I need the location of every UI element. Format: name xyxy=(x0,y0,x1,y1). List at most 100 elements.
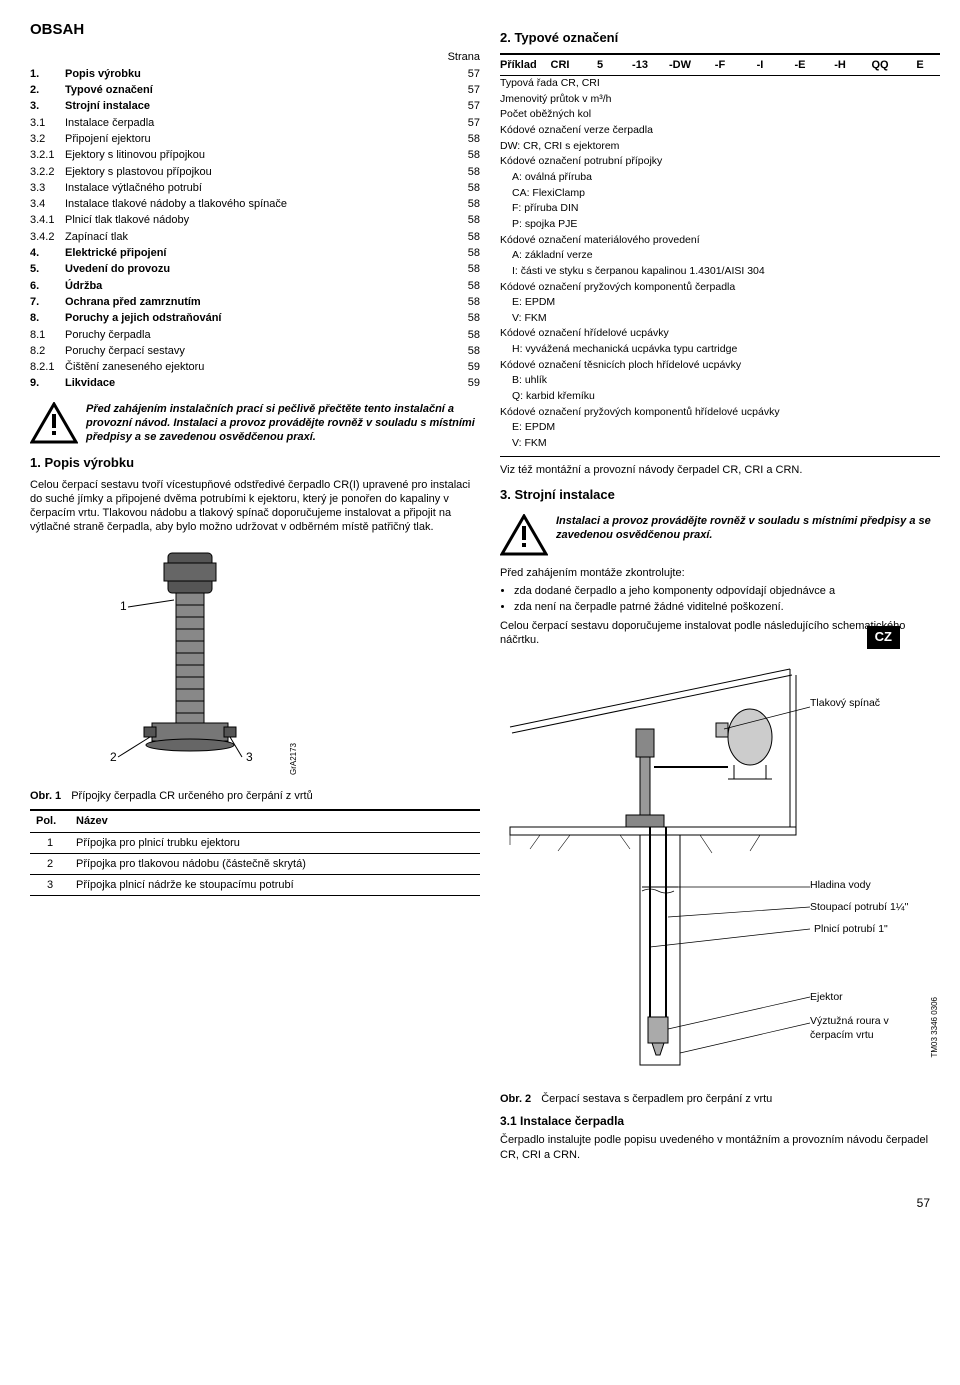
popis-paragraph: Celou čerpací sestavu tvoří vícestupňové… xyxy=(30,478,480,535)
toc-label: Strojní instalace xyxy=(65,99,450,113)
toc-label: Likvidace xyxy=(65,376,450,390)
toc-label: Instalace čerpadla xyxy=(65,116,450,130)
toc-page: 57 xyxy=(450,116,480,130)
toc-label: Uvedení do provozu xyxy=(65,262,450,276)
toc-page: 58 xyxy=(450,213,480,227)
type-designation-table: Příklad CRI5-13-DW-F-I-E-HQQE Typová řad… xyxy=(500,53,940,457)
warning-triangle-icon xyxy=(30,402,78,444)
toc-num: 4. xyxy=(30,246,65,260)
toc-page: 58 xyxy=(450,197,480,211)
toc-row: 8.2Poruchy čerpací sestavy58 xyxy=(30,343,480,359)
toc-label: Údržba xyxy=(65,279,450,293)
label-stoupaci-potrubi: Stoupací potrubí 1¼" xyxy=(810,901,908,915)
toc-label: Poruchy čerpací sestavy xyxy=(65,344,450,358)
type-header-cell: QQ xyxy=(860,58,900,72)
pump-label-1: 1 xyxy=(120,599,127,613)
heading-typove-oznaceni: 2. Typové označení xyxy=(500,30,940,47)
type-row: Q: karbid křemíku xyxy=(500,389,940,405)
label-tlakovy-spinac: Tlakový spínač xyxy=(810,697,880,711)
toc-num: 6. xyxy=(30,279,65,293)
toc-page: 58 xyxy=(450,328,480,342)
toc-row: 3.4Instalace tlakové nádoby a tlakového … xyxy=(30,196,480,212)
toc-row: 3.Strojní instalace57 xyxy=(30,98,480,114)
toc-row: 3.1Instalace čerpadla57 xyxy=(30,115,480,131)
toc-num: 8.2 xyxy=(30,344,65,358)
table-row: 1Přípojka pro plnicí trubku ejektoru xyxy=(30,832,480,853)
toc-page: 58 xyxy=(450,262,480,276)
type-header-cell: E xyxy=(900,58,940,72)
label-hladina-vody: Hladina vody xyxy=(810,879,871,893)
toc-num: 3.1 xyxy=(30,116,65,130)
toc-row: 3.2.1Ejektory s litinovou přípojkou58 xyxy=(30,147,480,163)
figure-1-caption: Obr. 1 Přípojky čerpadla CR určeného pro… xyxy=(30,789,480,803)
toc-label: Čištění zaneseného ejektoru xyxy=(65,360,450,374)
label-ejektor: Ejektor xyxy=(810,991,843,1005)
toc-label: Instalace výtlačného potrubí xyxy=(65,181,450,195)
toc-page: 58 xyxy=(450,295,480,309)
toc-row: 8.2.1Čištění zaneseného ejektoru59 xyxy=(30,359,480,375)
type-header-cell: 5 xyxy=(580,58,620,72)
figure-2-caption: Obr. 2 Čerpací sestava s čerpadlem pro č… xyxy=(500,1092,940,1106)
tm-code: TM03 3346 0306 xyxy=(930,997,940,1058)
toc-page: 58 xyxy=(450,181,480,195)
list-item: zda není na čerpadle patrné žádné vidite… xyxy=(514,600,940,614)
type-header-cell: -H xyxy=(820,58,860,72)
toc-label: Popis výrobku xyxy=(65,67,450,81)
toc-num: 3.4.2 xyxy=(30,230,65,244)
pump-label-2: 2 xyxy=(110,750,117,764)
toc-num: 5. xyxy=(30,262,65,276)
toc-label: Plnicí tlak tlakové nádoby xyxy=(65,213,450,227)
toc-label: Typové označení xyxy=(65,83,450,97)
type-row: F: příruba DIN xyxy=(500,201,940,217)
type-row: Kódové označení materiálového provedení xyxy=(500,233,940,249)
label-plnici-potrubi: Plnicí potrubí 1" xyxy=(814,923,888,937)
warning-2-text: Instalaci a provoz provádějte rovněž v s… xyxy=(556,514,940,543)
toc-row: 9.Likvidace59 xyxy=(30,375,480,391)
heading-3-1: 3.1 Instalace čerpadla xyxy=(500,1114,940,1130)
toc-page: 58 xyxy=(450,344,480,358)
toc-page: 57 xyxy=(450,83,480,97)
type-row: H: vyvážená mechanická ucpávka typu cart… xyxy=(500,342,940,358)
strojni-bullet-list: zda dodané čerpadlo a jeho komponenty od… xyxy=(514,584,940,615)
pump-figure: 1 2 3 GrA2173 xyxy=(90,545,480,779)
toc-row: 4.Elektrické připojení58 xyxy=(30,245,480,261)
type-row: E: EPDM xyxy=(500,295,940,311)
toc-row: 5.Uvedení do provozu58 xyxy=(30,261,480,277)
toc-label: Ejektory s litinovou přípojkou xyxy=(65,148,450,162)
heading-strojni-instalace: 3. Strojní instalace xyxy=(500,487,940,504)
toc-row: 2.Typové označení57 xyxy=(30,82,480,98)
toc-num: 3.3 xyxy=(30,181,65,195)
type-row: B: uhlík xyxy=(500,373,940,389)
toc-num: 7. xyxy=(30,295,65,309)
type-row: A: oválná příruba xyxy=(500,170,940,186)
toc-row: 3.4.1Plnicí tlak tlakové nádoby58 xyxy=(30,212,480,228)
toc-page: 58 xyxy=(450,311,480,325)
toc-num: 3. xyxy=(30,99,65,113)
toc-page: 59 xyxy=(450,376,480,390)
type-row: Kódové označení verze čerpadla xyxy=(500,123,940,139)
toc-row: 3.3Instalace výtlačného potrubí58 xyxy=(30,180,480,196)
toc-num: 3.2.2 xyxy=(30,165,65,179)
pol-text: Přípojka plnicí nádrže ke stoupacímu pot… xyxy=(70,875,480,896)
toc-page: 58 xyxy=(450,165,480,179)
installation-diagram: Tlakový spínač Hladina vody Stoupací pot… xyxy=(500,657,940,1081)
pol-num: 2 xyxy=(30,853,70,874)
toc-num: 3.4 xyxy=(30,197,65,211)
page-number: 57 xyxy=(30,1196,930,1212)
p-3-1: Čerpadlo instalujte podle popisu uvedené… xyxy=(500,1133,940,1162)
type-row: I: části ve styku s čerpanou kapalinou 1… xyxy=(500,264,940,280)
type-row: Počet oběžných kol xyxy=(500,107,940,123)
toc-num: 8. xyxy=(30,311,65,325)
toc-row: 8.1Poruchy čerpadla58 xyxy=(30,327,480,343)
gra-code: GrA2173 xyxy=(289,743,299,775)
warning-triangle-icon xyxy=(500,514,548,556)
type-row: Kódové označení potrubní přípojky xyxy=(500,154,940,170)
toc-num: 8.2.1 xyxy=(30,360,65,374)
type-row: Kódové označení těsnicích ploch hřídelov… xyxy=(500,358,940,374)
type-footer-text: Viz též montážní a provozní návody čerpa… xyxy=(500,463,940,477)
type-row: Jmenovitý průtok v m³/h xyxy=(500,92,940,108)
toc-page: 57 xyxy=(450,99,480,113)
toc-row: 3.2.2Ejektory s plastovou přípojkou58 xyxy=(30,164,480,180)
cz-badge: CZ xyxy=(867,626,900,649)
type-row: Kódové označení hřídelové ucpávky xyxy=(500,326,940,342)
